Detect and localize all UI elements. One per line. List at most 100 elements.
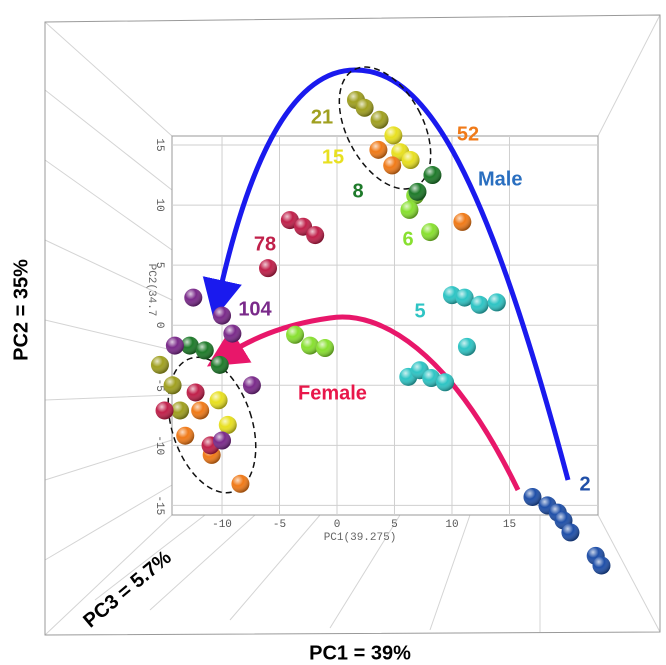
point-shine [592,556,611,575]
point-shine [218,415,237,434]
point-shine [561,523,580,542]
point-shine [286,325,305,344]
point [370,110,389,129]
series-label: 15 [322,146,344,168]
point-shine [408,182,427,201]
female-label: Female [298,382,367,404]
point [163,376,182,395]
y-tick-label: -15 [153,495,165,515]
female-arrow [206,314,521,492]
point [384,126,403,145]
point-shine [316,339,335,358]
point [306,226,325,245]
inner-x-label: PC1(39.275) [324,532,397,544]
point-shine [383,156,402,175]
point [209,391,228,410]
y-tick-label: 0 [153,322,165,329]
point [421,223,440,242]
series-label: 104 [238,298,272,320]
point [184,288,203,307]
point [423,166,442,185]
y-tick-label: 10 [153,198,165,211]
point-shine [300,336,319,355]
y-tick-label: 5 [153,262,165,269]
grid: -10 -5 0 5 10 15 -15 -10 -5 0 5 10 15 [153,136,598,531]
inner-y-label: PC2(34.7 [145,264,157,317]
series-label: 21 [311,106,333,128]
point-shine [213,431,232,450]
point-shine [423,166,442,185]
point-shine [231,474,250,493]
series-label: 8 [352,180,363,202]
point [213,431,232,450]
point-shine [155,401,174,420]
point [180,336,199,355]
point-shine [457,337,476,356]
point [436,373,455,392]
y-axis-title: PC2 = 35% [10,259,32,361]
point-shine [422,369,441,388]
female-ellipse [167,356,257,494]
y-tick-label: 15 [153,138,165,151]
point-shine [470,295,489,314]
point [210,355,229,374]
x-tick-label: 10 [445,519,458,531]
point-shine [384,126,403,145]
point-shine [401,151,420,170]
point-shine [186,383,205,402]
point-shine [355,98,374,117]
series-label: 5 [414,300,425,322]
series-label: 52 [457,123,479,145]
point-shine [242,376,261,395]
point [242,376,261,395]
point [186,383,205,402]
point-shine [453,212,472,231]
point [561,523,580,542]
point [523,487,542,506]
point-shine [176,426,195,445]
point [150,355,169,374]
point [369,140,388,159]
x-tick-label: -5 [273,519,286,531]
male-label: Male [478,168,522,190]
point [176,426,195,445]
point-shine [370,110,389,129]
point-shine [213,306,232,325]
point [223,324,242,343]
point-shine [259,259,278,278]
series-label: 2 [579,473,590,495]
y-tick-label: -10 [153,435,165,455]
point [231,474,250,493]
x-tick-label: 5 [391,519,398,531]
point [457,337,476,356]
point-shine [421,223,440,242]
point [383,156,402,175]
male-arrow [202,67,571,481]
point [165,336,184,355]
point [171,401,190,420]
series-label: 78 [254,233,276,255]
point [400,200,419,219]
point-shine [369,140,388,159]
point-shine [223,324,242,343]
point-shine [163,376,182,395]
point [401,151,420,170]
x-tick-label: 15 [503,519,516,531]
series-label: 6 [402,228,413,250]
x-axis-title: PC1 = 39% [309,642,411,664]
point [455,288,474,307]
point-shine [455,288,474,307]
point-shine [400,200,419,219]
point [453,212,472,231]
point-shine [209,391,228,410]
x-tick-label: 0 [334,519,341,531]
point-shine [171,401,190,420]
point-shine [210,355,229,374]
point-shine [150,355,169,374]
point-shine [184,288,203,307]
point-shine [191,401,210,420]
point [191,401,210,420]
point [592,556,611,575]
point [408,182,427,201]
